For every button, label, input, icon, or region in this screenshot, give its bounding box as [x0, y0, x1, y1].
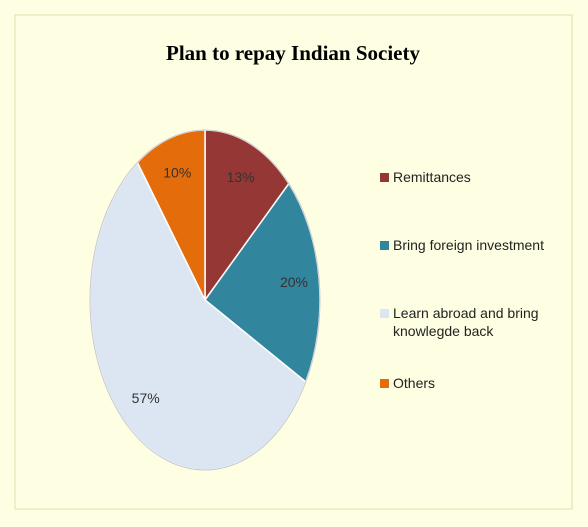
legend-item: Others — [380, 374, 570, 392]
legend-swatch — [380, 379, 389, 388]
legend-item: Remittances — [380, 168, 570, 186]
legend-label: Learn abroad and bring knowlegde back — [393, 305, 539, 339]
data-label: 20% — [280, 274, 308, 290]
data-label: 10% — [163, 165, 191, 181]
legend-swatch — [380, 309, 389, 318]
legend-item: Bring foreign investment — [380, 236, 570, 254]
data-label: 57% — [132, 390, 160, 406]
legend-label: Others — [393, 375, 436, 391]
data-label: 13% — [227, 169, 255, 185]
chart-title: Plan to repay Indian Society — [166, 41, 420, 65]
legend-label: Remittances — [393, 169, 471, 185]
legend-swatch — [380, 241, 389, 250]
legend-swatch — [380, 173, 389, 182]
legend: Remittances Bring foreign investment Learn… — [380, 168, 570, 392]
legend-label: Bring foreign investment — [393, 237, 544, 253]
legend-item: Learn abroad and bring knowlegde back — [380, 304, 570, 340]
pie-outline — [89, 129, 321, 471]
